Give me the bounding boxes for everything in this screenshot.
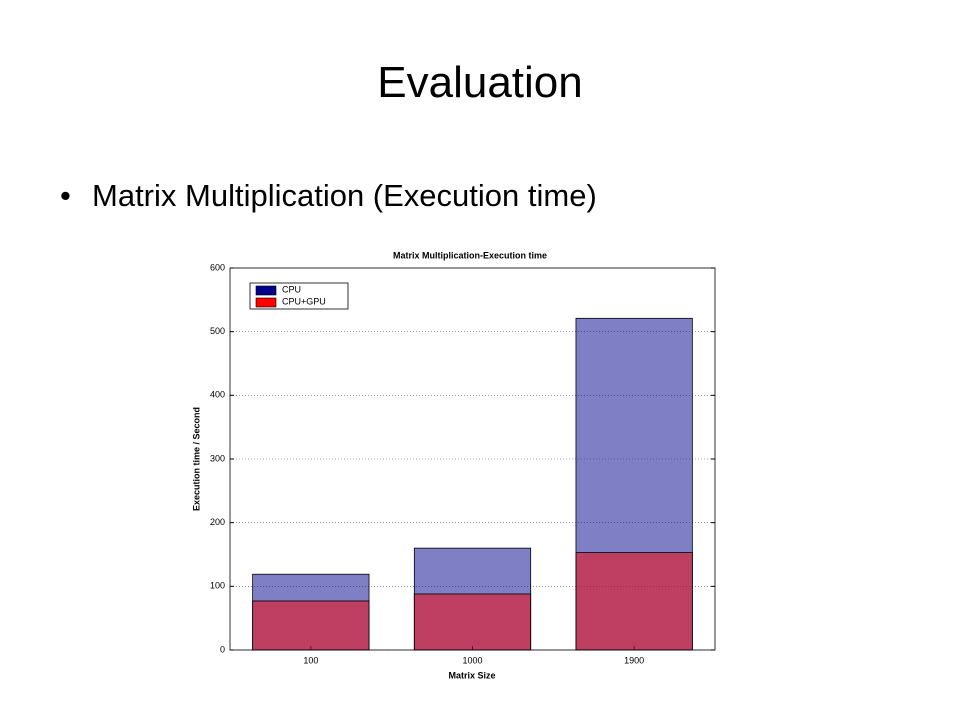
x-tick-label: 1900 [624,655,644,665]
bullet-text: Matrix Multiplication (Execution time) [92,178,597,213]
y-tick-label: 300 [210,453,225,463]
x-tick-label: 100 [303,655,318,665]
bar [575,552,693,651]
plot-frame [229,267,716,651]
y-tick-label: 500 [210,326,225,336]
x-axis-label: Matrix Size [448,670,495,680]
x-tick-label: 1000 [462,655,482,665]
legend-label: CPU [282,284,301,294]
y-tick-label: 0 [220,644,225,654]
bullet-item: • Matrix Multiplication (Execution time) [60,178,597,213]
chart-title: Matrix Multiplication-Execution time [393,250,547,260]
legend-label: CPU+GPU [282,296,326,306]
y-tick-label: 200 [210,517,225,527]
slide-title: Evaluation [377,58,583,107]
legend-swatch [255,285,277,296]
y-tick-label: 400 [210,390,225,400]
y-tick-label: 600 [210,262,225,272]
y-axis-label: Execution time / Second [191,407,201,511]
bar [413,593,532,651]
y-tick-label: 100 [210,581,225,591]
bar [252,600,370,651]
legend-swatch [255,297,277,308]
